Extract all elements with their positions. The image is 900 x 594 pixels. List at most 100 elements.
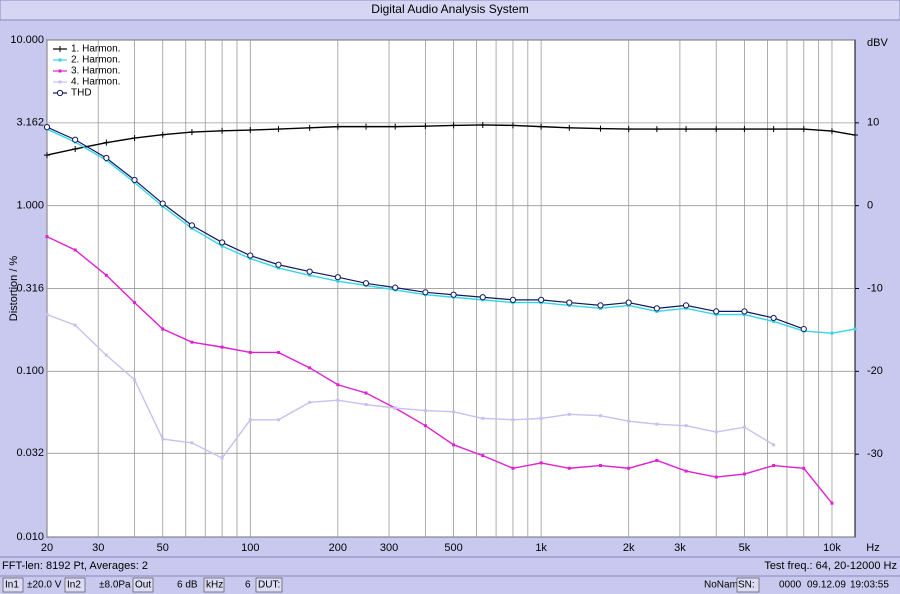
marker — [275, 261, 282, 268]
toolbar-button[interactable] — [2, 577, 24, 593]
marker — [852, 132, 858, 139]
y2-tick-label: 10 — [867, 117, 879, 129]
toolbar-button-label[interactable]: kHz — [206, 580, 223, 591]
toolbar-text: 09.12.09 — [807, 580, 846, 591]
x-tick-label: 10k — [823, 542, 841, 554]
x-tick-label: 30 — [92, 542, 104, 554]
marker — [509, 122, 516, 129]
x-tick-label: 200 — [329, 542, 347, 554]
marker — [509, 296, 517, 303]
legend-marker — [58, 58, 62, 62]
marker — [511, 418, 515, 422]
marker — [597, 302, 604, 309]
legend-marker — [57, 46, 63, 52]
marker — [830, 501, 834, 505]
y-tick-label: 10.000 — [10, 34, 44, 46]
marker — [450, 122, 457, 129]
marker — [539, 416, 543, 420]
marker — [364, 391, 368, 395]
x-tick-label: 300 — [380, 542, 398, 554]
legend-marker — [58, 69, 62, 73]
x-tick-label: 5k — [739, 542, 751, 554]
toolbar-button-label[interactable]: DUT: — [258, 580, 280, 591]
series-line — [46, 313, 774, 459]
marker — [188, 222, 196, 229]
marker — [479, 121, 486, 128]
toolbar-text[interactable]: SN: — [738, 580, 755, 591]
marker — [161, 327, 165, 331]
legend-marker — [58, 80, 62, 84]
y-tick-label: 3.162 — [16, 117, 44, 129]
toolbar-button[interactable] — [64, 577, 86, 593]
window-title: Digital Audio Analysis System — [371, 2, 528, 16]
toolbar-button[interactable] — [132, 577, 154, 593]
marker — [220, 456, 224, 460]
marker — [276, 266, 280, 270]
title-bar — [0, 0, 900, 21]
marker — [714, 430, 718, 434]
marker — [43, 124, 51, 131]
marker — [742, 472, 746, 476]
marker — [306, 268, 313, 275]
marker — [247, 127, 254, 134]
marker — [131, 176, 138, 184]
marker — [220, 345, 224, 349]
marker — [72, 136, 79, 143]
toolbar-text: 6 — [245, 580, 251, 591]
marker — [220, 244, 224, 248]
x-tick-label: 3k — [674, 542, 686, 554]
marker — [655, 422, 659, 426]
toolbar-button[interactable] — [736, 577, 760, 593]
marker — [828, 128, 835, 135]
marker — [597, 125, 604, 132]
toolbar-button-label[interactable]: In2 — [67, 580, 81, 591]
marker — [364, 403, 368, 407]
marker — [830, 331, 834, 335]
marker — [104, 273, 108, 277]
marker — [276, 418, 280, 422]
marker — [159, 131, 166, 138]
marker — [73, 323, 77, 327]
marker — [159, 200, 166, 207]
marker — [538, 296, 545, 303]
marker — [627, 466, 631, 470]
toolbar-text: 19:03:55 — [850, 580, 889, 591]
marker — [770, 314, 777, 322]
toolbar-button-label[interactable]: Out — [135, 580, 151, 591]
legend-label: THD — [71, 88, 92, 99]
marker — [800, 325, 807, 333]
y-axis-label: Distortion / % — [8, 256, 20, 322]
marker — [511, 466, 515, 470]
marker — [625, 299, 632, 306]
marker — [479, 294, 486, 301]
marker — [566, 124, 573, 131]
x-axis-label: Hz — [866, 542, 879, 554]
status-left: FFT-len: 8192 Pt, Averages: 2 — [2, 560, 148, 572]
marker — [452, 443, 456, 447]
marker — [334, 123, 341, 130]
marker — [248, 418, 252, 422]
marker — [450, 291, 457, 298]
marker — [133, 378, 137, 382]
toolbar-button-label[interactable]: In1 — [5, 580, 19, 591]
marker — [742, 425, 746, 429]
marker — [713, 308, 720, 315]
status-right: Test freq.: 64, 20-12000 Hz — [764, 560, 897, 572]
marker — [422, 123, 429, 130]
toolbar-text: ±20.0 V — [27, 580, 62, 591]
marker — [188, 129, 195, 136]
marker — [452, 410, 456, 414]
marker — [772, 319, 776, 323]
y2-tick-label: 0 — [867, 200, 873, 212]
y2-tick-label: -30 — [867, 448, 883, 460]
marker — [247, 252, 254, 259]
y2-tick-label: -20 — [867, 365, 883, 377]
marker — [219, 239, 226, 246]
y-tick-label: 0.032 — [16, 447, 44, 459]
marker — [422, 289, 429, 296]
toolbar-button[interactable] — [255, 577, 283, 593]
toolbar-button[interactable] — [203, 577, 225, 593]
marker — [219, 127, 226, 134]
marker — [72, 145, 79, 152]
